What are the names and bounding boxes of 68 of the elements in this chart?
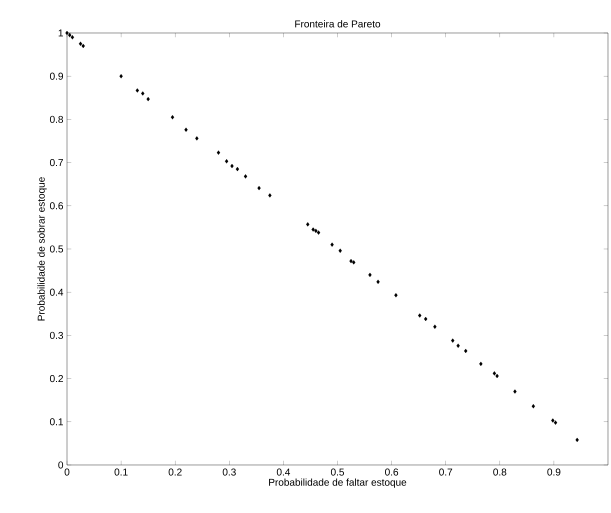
point (554, 420, 558, 425)
y-axis-title: Probabilidade de sobrar estoque (37, 177, 47, 320)
point (141, 91, 144, 96)
point (82, 44, 85, 48)
point (316, 230, 320, 235)
y-tick-label: 0.1 (50, 418, 63, 426)
chart-title: Fronteira de Pareto (295, 20, 380, 28)
point (330, 242, 334, 247)
x-tick-label: 0.6 (385, 468, 398, 476)
point (513, 389, 517, 394)
point (424, 316, 428, 322)
point (311, 227, 315, 232)
point (70, 35, 74, 40)
point (418, 313, 422, 318)
point (451, 338, 454, 343)
x-tick-label: 0.1 (114, 468, 128, 476)
point (184, 128, 188, 132)
point (257, 186, 261, 190)
point (479, 362, 483, 366)
point (376, 280, 380, 284)
y-tick-label: 0.7 (50, 159, 63, 166)
point (216, 150, 220, 155)
y-tick-label: 0.8 (50, 116, 64, 123)
y-tick-label: 0.5 (50, 245, 64, 253)
y-tick-label: 0.9 (50, 72, 64, 80)
point (195, 136, 199, 141)
point (119, 74, 123, 78)
point (136, 88, 140, 93)
point (352, 260, 356, 265)
point (65, 30, 69, 36)
point (532, 404, 536, 408)
point (464, 348, 468, 354)
x-axis-title: Probabilidade de faltar estoque (269, 478, 406, 488)
x-tick-label: 0.2 (168, 468, 182, 476)
x-tick-label: 0 (64, 468, 70, 476)
point (306, 222, 310, 227)
point (338, 248, 342, 253)
point (394, 293, 398, 298)
point (268, 193, 272, 198)
point (495, 374, 499, 378)
point (349, 258, 353, 264)
y-tick-label: 0.2 (50, 375, 63, 382)
y-tick-label: 0.4 (50, 288, 64, 296)
point (146, 96, 150, 102)
point (170, 115, 174, 120)
point (456, 344, 460, 348)
point (230, 164, 234, 168)
x-tick-label: 0.5 (330, 468, 344, 476)
point (314, 228, 318, 234)
point (68, 32, 72, 38)
point (224, 159, 228, 164)
point (575, 438, 579, 442)
y-tick-label: 0.6 (50, 202, 64, 210)
x-tick-label: 0.3 (222, 468, 236, 476)
x-tick-label: 0.8 (493, 468, 506, 476)
point (236, 166, 240, 172)
x-tick-label: 0.9 (547, 468, 560, 476)
point (244, 174, 248, 179)
x-tick-label: 0.4 (276, 468, 290, 476)
y-tick-label: 0.3 (50, 332, 64, 339)
point (492, 371, 496, 376)
point (368, 272, 372, 278)
point (78, 42, 82, 46)
y-tick-label: 1 (58, 30, 63, 36)
point (433, 324, 437, 329)
y-tick-label: 0 (58, 461, 64, 469)
point (551, 418, 555, 423)
x-tick-label: 0.7 (439, 468, 452, 476)
